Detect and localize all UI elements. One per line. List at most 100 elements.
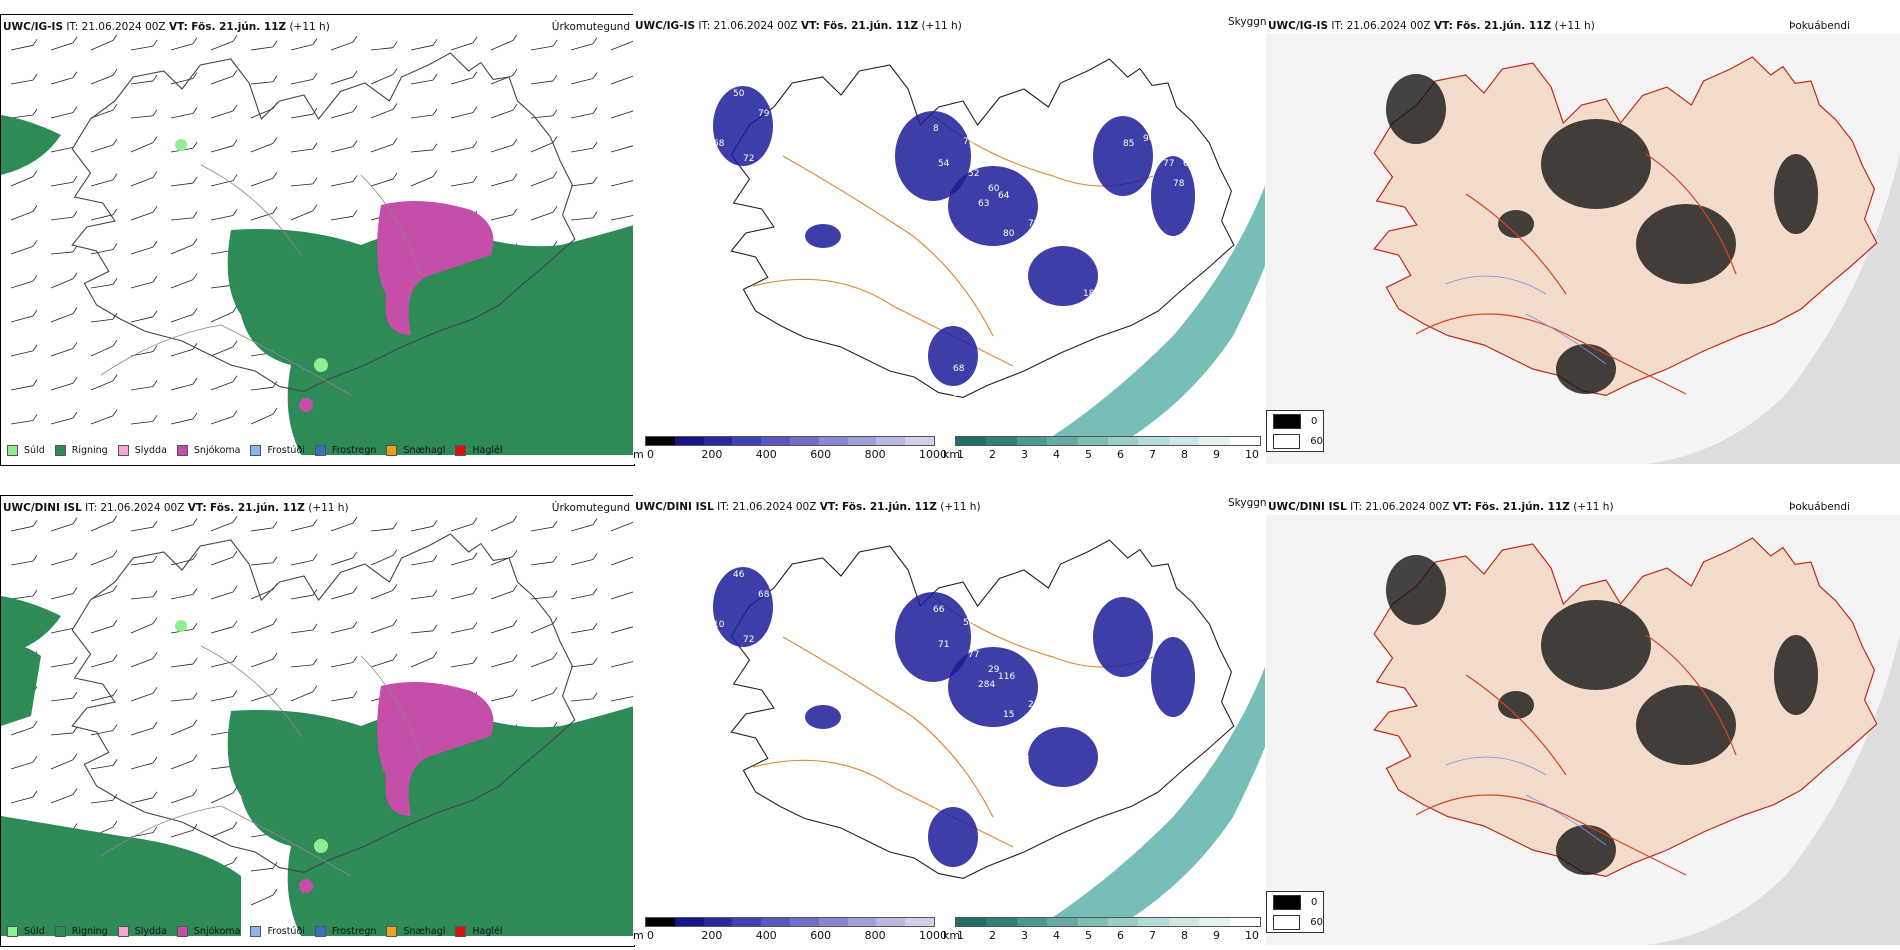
panel-title: UWC/IG-IS IT: 21.06.2024 00Z VT: Fös. 21… xyxy=(3,21,330,33)
visibility-value: 29 xyxy=(988,665,1000,675)
colorbar-tick: 4 xyxy=(1053,448,1060,461)
fog-legend-item: 0 xyxy=(1267,411,1323,431)
precip-map xyxy=(1,35,634,455)
legend-item: Rigning xyxy=(54,445,108,456)
precip-corner-title: Úrkomutegund xyxy=(551,502,630,514)
legend-swatch xyxy=(250,926,262,937)
visibility-value: 73 xyxy=(1033,179,1044,189)
panel-title: UWC/IG-IS IT: 21.06.2024 00Z VT: Fös. 21… xyxy=(635,20,962,32)
colorbar-tick: 5 xyxy=(1085,929,1092,942)
legend-label: Frostregn xyxy=(331,926,377,937)
visibility-value: 72 xyxy=(743,154,754,164)
visibility-value: 74 xyxy=(763,650,775,660)
colorbar-tick: 800 xyxy=(864,929,886,942)
visibility-value: 10 xyxy=(713,620,725,630)
visibility-value: 52 xyxy=(968,169,979,179)
fog-legend: 0 60 xyxy=(1266,410,1324,452)
precip-legend: Súld Rigning Slydda Snjókoma Frostúði Frostre… xyxy=(7,926,513,937)
legend-label: Snæhagl xyxy=(403,445,446,456)
legend-label: Frostregn xyxy=(331,445,377,456)
fog-legend-swatch xyxy=(1273,894,1301,910)
panel-title: UWC/DINI ISL IT: 21.06.2024 00Z VT: Fös.… xyxy=(3,502,349,514)
legend-item: Frostregn xyxy=(314,445,377,456)
colorbar-tick: 800 xyxy=(864,448,886,461)
precip-corner-title: Úrkomutegund xyxy=(551,21,630,33)
visibility-value: 53 xyxy=(753,665,764,675)
visibility-value: 68 xyxy=(758,590,770,600)
legend-item: Haglél xyxy=(455,926,503,937)
colorbar-tick: 200 xyxy=(701,929,723,942)
fog-legend-label: 0 xyxy=(1311,415,1318,427)
colorbar-tick: 10 xyxy=(1245,929,1259,942)
legend-label: Snjókoma xyxy=(193,926,241,937)
colorbar-tick: 400 xyxy=(755,929,777,942)
visibility-value: 75 xyxy=(993,257,1004,267)
legend-item: Snjókoma xyxy=(176,926,241,937)
visibility-value: 71 xyxy=(963,137,974,147)
colorbar-tick: 10 xyxy=(1245,448,1259,461)
visibility-value: 72 xyxy=(743,635,754,645)
colorbar-unit: m xyxy=(633,448,644,461)
visibility-value: 60 xyxy=(988,184,1000,194)
visibility-colorbar-m: m 0 200 400 600 800 1000 xyxy=(633,436,947,464)
fog-panel-dini: UWC/DINI ISL IT: 21.06.2024 00Z VT: Fös.… xyxy=(1266,495,1900,945)
fog-panel-igis: UWC/IG-IS IT: 21.06.2024 00Z VT: Fös. 21… xyxy=(1266,14,1900,464)
fog-corner-title: Þokuábendi xyxy=(1789,20,1850,32)
visibility-panel-igis: UWC/IG-IS IT: 21.06.2024 00Z VT: Fös. 21… xyxy=(633,14,1265,464)
visibility-value: 54 xyxy=(803,700,815,710)
colorbar-tick: 2 xyxy=(989,448,996,461)
visibility-colorbar-m: m 0 200 400 600 800 1000 xyxy=(633,917,947,945)
visibility-value: 56 xyxy=(963,618,975,628)
visibility-value: 176 xyxy=(973,279,990,289)
visibility-colorbar-km: km 1 2 3 4 5 6 7 8 9 10 xyxy=(943,917,1265,945)
colorbar-tick: 6 xyxy=(1117,929,1124,942)
visibility-value: 6 xyxy=(973,760,979,770)
legend-label: Súld xyxy=(24,926,45,937)
colorbar-tick: 9 xyxy=(1213,929,1220,942)
fog-legend: 0 60 xyxy=(1266,891,1324,933)
legend-swatch xyxy=(117,926,129,937)
legend-label: Haglél xyxy=(472,445,503,456)
legend-swatch xyxy=(314,445,326,456)
legend-swatch xyxy=(54,445,66,456)
fog-legend-swatch xyxy=(1273,914,1301,930)
legend-swatch xyxy=(455,445,467,456)
precip-panel-igis: UWC/IG-IS IT: 21.06.2024 00Z VT: Fös. 21… xyxy=(0,14,635,466)
fog-map xyxy=(1266,515,1900,945)
visibility-value: 77 xyxy=(1163,159,1174,169)
legend-swatch xyxy=(7,926,18,937)
colorbar-tick: 8 xyxy=(1181,448,1188,461)
colorbar-tick: 2 xyxy=(989,929,996,942)
legend-label: Slydda xyxy=(134,926,167,937)
visibility-value: 86 xyxy=(753,184,765,194)
visibility-corner-title: Skyggni xyxy=(1228,16,1270,28)
legend-item: Frostregn xyxy=(314,926,377,937)
visibility-value: 15 xyxy=(1003,710,1014,720)
visibility-value: 69 xyxy=(783,710,795,720)
colorbar-tick: 1000 xyxy=(919,448,947,461)
colorbar-tick: 5 xyxy=(1085,448,1092,461)
legend-item: Snæhagl xyxy=(386,445,445,456)
legend-swatch xyxy=(314,926,326,937)
visibility-value: 98 xyxy=(763,169,775,179)
colorbar-tick: 8 xyxy=(1181,929,1188,942)
visibility-value: 284 xyxy=(978,680,995,690)
colorbar-tick: 0 xyxy=(647,929,654,942)
visibility-panel-dini: UWC/DINI ISL IT: 21.06.2024 00Z VT: Fös.… xyxy=(633,495,1265,945)
legend-label: Rigning xyxy=(71,445,108,456)
panel-title: UWC/DINI ISL IT: 21.06.2024 00Z VT: Fös.… xyxy=(1268,501,1614,513)
visibility-map: 5079856872988664868715452606463736972807… xyxy=(633,36,1265,448)
legend-label: Slydda xyxy=(134,445,167,456)
visibility-value: 61 xyxy=(993,738,1004,748)
legend-label: Rigning xyxy=(71,926,108,937)
colorbar-tick: 200 xyxy=(701,448,723,461)
colorbar-tick: 400 xyxy=(755,448,777,461)
colorbar-tick: 6 xyxy=(1117,448,1124,461)
legend-item: Súld xyxy=(7,926,45,937)
visibility-value: 79 xyxy=(758,109,770,119)
visibility-value: 7 xyxy=(1033,660,1039,670)
legend-item: Rigning xyxy=(54,926,108,937)
visibility-value: 68 xyxy=(953,364,965,374)
visibility-value: 64 xyxy=(998,191,1010,201)
